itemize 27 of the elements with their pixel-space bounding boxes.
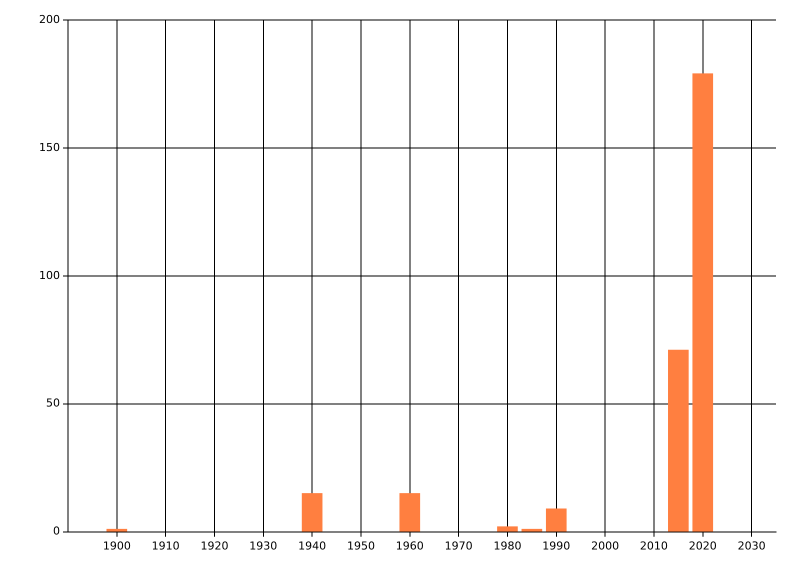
bar xyxy=(668,350,689,532)
x-tick-label: 2000 xyxy=(591,539,620,552)
x-tick-label: 2020 xyxy=(688,539,717,552)
x-tick-label: 1930 xyxy=(249,539,278,552)
y-tick-label: 50 xyxy=(46,396,60,410)
x-tick-label: 1940 xyxy=(298,539,326,552)
x-tick-label: 2010 xyxy=(640,539,668,552)
x-tick-label: 1920 xyxy=(200,539,228,552)
bar xyxy=(546,508,567,532)
bar xyxy=(692,73,714,532)
y-tick-label: 0 xyxy=(52,524,60,538)
x-tick-label: 1960 xyxy=(396,539,424,552)
bar xyxy=(497,526,518,532)
bar xyxy=(522,528,542,532)
x-tick-label: 1970 xyxy=(444,539,473,552)
x-tick-label: 1900 xyxy=(102,539,131,552)
y-tick-label: 150 xyxy=(38,140,60,154)
y-tick-label: 200 xyxy=(38,12,60,26)
y-tick-label: 100 xyxy=(38,268,60,282)
x-tick-label: 1910 xyxy=(152,539,180,552)
bar xyxy=(302,493,322,532)
x-tick-label: 1980 xyxy=(493,539,522,552)
x-tick-label: 2030 xyxy=(738,539,766,552)
bar xyxy=(106,528,128,532)
bar xyxy=(399,493,420,532)
x-tick-label: 1950 xyxy=(346,539,375,552)
x-tick-label: 1990 xyxy=(542,539,570,552)
